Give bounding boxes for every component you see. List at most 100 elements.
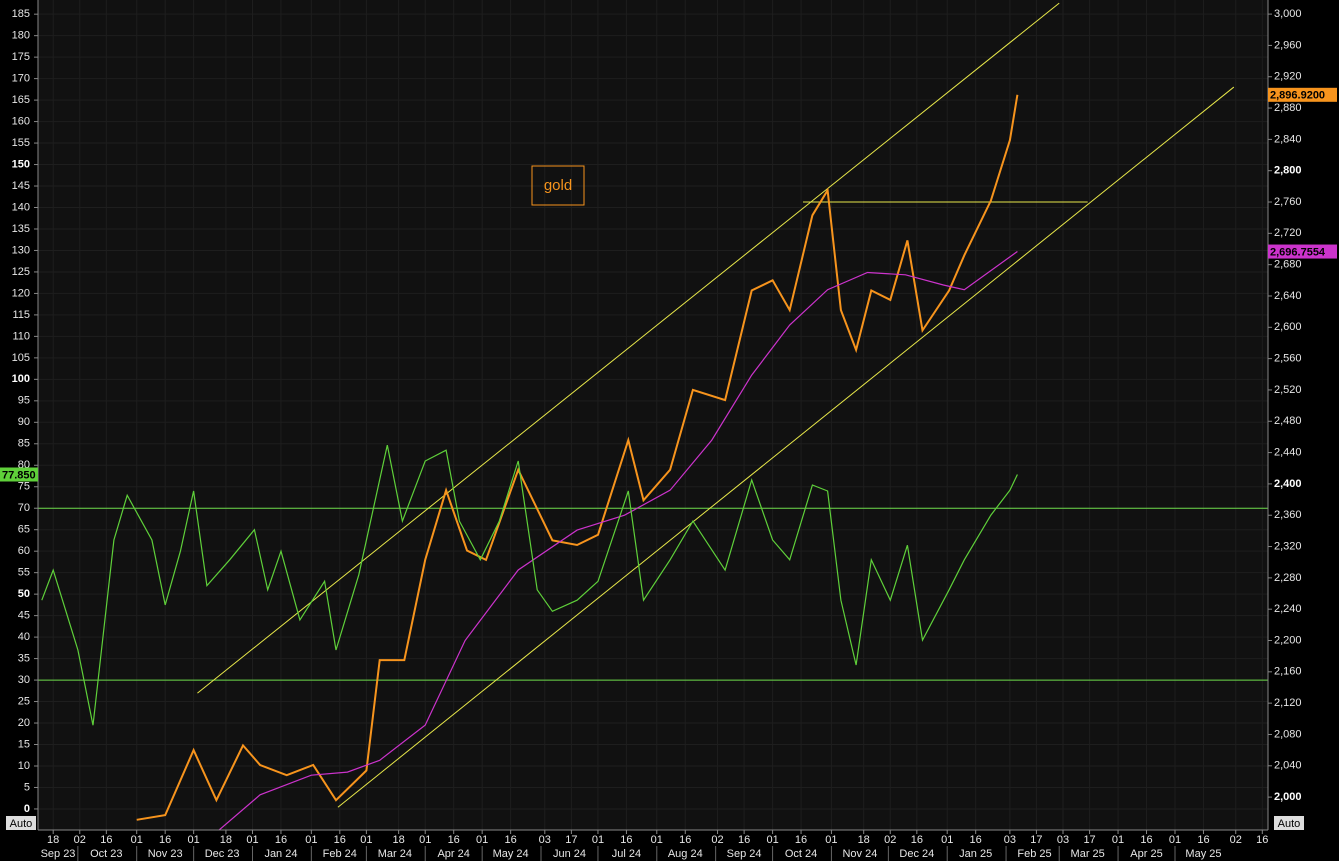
x-tick-label: 18 bbox=[47, 834, 59, 846]
y-tick-label: 180 bbox=[12, 30, 30, 42]
month-label: Sep 24 bbox=[727, 848, 762, 860]
month-label: May 25 bbox=[1185, 848, 1221, 860]
y2-tick-label: 2,560 bbox=[1274, 353, 1302, 365]
month-label: Dec 23 bbox=[205, 848, 240, 860]
y-tick-label: 15 bbox=[18, 738, 30, 750]
x-tick-label: 01 bbox=[941, 834, 953, 846]
month-label: Feb 25 bbox=[1017, 848, 1051, 860]
auto-button-label[interactable]: Auto bbox=[10, 818, 33, 830]
x-tick-label: 16 bbox=[795, 834, 807, 846]
y-tick-label: 65 bbox=[18, 524, 30, 536]
y2-tick-label: 2,000 bbox=[1274, 791, 1302, 803]
series-line bbox=[41, 444, 1018, 726]
x-tick-label: 02 bbox=[711, 834, 723, 846]
y-tick-label: 90 bbox=[18, 416, 30, 428]
y2-tick-label: 2,160 bbox=[1274, 666, 1302, 678]
y2-tick-label: 2,800 bbox=[1274, 165, 1302, 177]
x-tick-label: 03 bbox=[1057, 834, 1069, 846]
y2-tick-label: 2,880 bbox=[1274, 102, 1302, 114]
month-label: Sep 23 bbox=[41, 848, 76, 860]
value-tag-label: 2,896.9200 bbox=[1270, 90, 1325, 102]
y2-tick-label: 2,400 bbox=[1274, 478, 1302, 490]
x-tick-label: 01 bbox=[131, 834, 143, 846]
month-label: Aug 24 bbox=[668, 848, 703, 860]
y-tick-label: 85 bbox=[18, 438, 30, 450]
y2-tick-label: 2,480 bbox=[1274, 415, 1302, 427]
x-tick-label: 01 bbox=[766, 834, 778, 846]
auto-button[interactable] bbox=[6, 816, 36, 830]
y-tick-label: 70 bbox=[18, 502, 30, 514]
y-tick-label: 120 bbox=[12, 287, 30, 299]
legend-label: gold bbox=[544, 177, 572, 194]
month-label: Mar 25 bbox=[1071, 848, 1105, 860]
y2-tick-label: 2,760 bbox=[1274, 196, 1302, 208]
month-label: Jan 24 bbox=[264, 848, 297, 860]
value-tag-label: 77.850 bbox=[2, 469, 36, 481]
month-label: Apr 25 bbox=[1130, 848, 1162, 860]
month-label: Oct 24 bbox=[785, 848, 817, 860]
x-tick-label: 01 bbox=[592, 834, 604, 846]
month-label: Oct 23 bbox=[90, 848, 122, 860]
y-tick-label: 170 bbox=[12, 73, 30, 85]
x-tick-label: 16 bbox=[159, 834, 171, 846]
x-tick-label: 16 bbox=[1197, 834, 1209, 846]
x-tick-label: 16 bbox=[1140, 834, 1152, 846]
x-tick-label: 01 bbox=[305, 834, 317, 846]
x-tick-label: 16 bbox=[738, 834, 750, 846]
y-tick-label: 40 bbox=[18, 631, 30, 643]
y-tick-label: 130 bbox=[12, 244, 30, 256]
legend-box bbox=[531, 165, 585, 206]
x-tick-label: 01 bbox=[651, 834, 663, 846]
y2-tick-label: 2,920 bbox=[1274, 71, 1302, 83]
y2-tick-label: 2,240 bbox=[1274, 603, 1302, 615]
y2-tick-label: 2,640 bbox=[1274, 290, 1302, 302]
y-tick-label: 160 bbox=[12, 115, 30, 127]
y-tick-label: 185 bbox=[12, 8, 30, 20]
y2-tick-label: 2,200 bbox=[1274, 634, 1302, 646]
month-label: May 24 bbox=[493, 848, 529, 860]
y-tick-label: 50 bbox=[18, 588, 30, 600]
x-tick-label: 18 bbox=[858, 834, 870, 846]
y-tick-label: 10 bbox=[18, 760, 30, 772]
month-label: Jun 24 bbox=[553, 848, 586, 860]
month-label: Apr 24 bbox=[437, 848, 469, 860]
month-label: Nov 23 bbox=[148, 848, 183, 860]
month-label: Feb 24 bbox=[323, 848, 357, 860]
value-tag bbox=[1268, 87, 1337, 102]
y2-tick-label: 2,320 bbox=[1274, 540, 1302, 552]
y-tick-label: 110 bbox=[12, 330, 30, 342]
x-tick-label: 01 bbox=[1169, 834, 1181, 846]
x-tick-label: 01 bbox=[246, 834, 258, 846]
trend-line bbox=[337, 86, 1235, 808]
y-tick-label: 95 bbox=[18, 395, 30, 407]
y2-tick-label: 2,680 bbox=[1274, 259, 1302, 271]
y-tick-label: 75 bbox=[18, 481, 30, 493]
auto-button-label[interactable]: Auto bbox=[1278, 818, 1301, 830]
y-tick-label: 55 bbox=[18, 567, 30, 579]
y2-tick-label: 2,120 bbox=[1274, 697, 1302, 709]
auto-button[interactable] bbox=[1274, 816, 1304, 830]
y-tick-label: 125 bbox=[12, 266, 30, 278]
x-tick-label: 02 bbox=[74, 834, 86, 846]
y-tick-label: 45 bbox=[18, 610, 30, 622]
x-tick-label: 17 bbox=[565, 834, 577, 846]
x-tick-label: 02 bbox=[1230, 834, 1242, 846]
x-tick-label: 16 bbox=[970, 834, 982, 846]
x-tick-label: 03 bbox=[1004, 834, 1016, 846]
y-tick-label: 60 bbox=[18, 545, 30, 557]
y-tick-label: 135 bbox=[12, 223, 30, 235]
y2-tick-label: 2,520 bbox=[1274, 384, 1302, 396]
y-tick-label: 25 bbox=[18, 695, 30, 707]
series-line bbox=[136, 94, 1019, 821]
x-tick-label: 01 bbox=[360, 834, 372, 846]
value-tag bbox=[1268, 244, 1337, 259]
month-label: Jan 25 bbox=[959, 848, 992, 860]
y2-tick-label: 2,360 bbox=[1274, 509, 1302, 521]
y-tick-label: 155 bbox=[12, 137, 30, 149]
x-tick-label: 03 bbox=[539, 834, 551, 846]
x-tick-label: 16 bbox=[620, 834, 632, 846]
x-tick-label: 18 bbox=[220, 834, 232, 846]
trend-line bbox=[197, 2, 1060, 694]
y-tick-label: 165 bbox=[12, 94, 30, 106]
